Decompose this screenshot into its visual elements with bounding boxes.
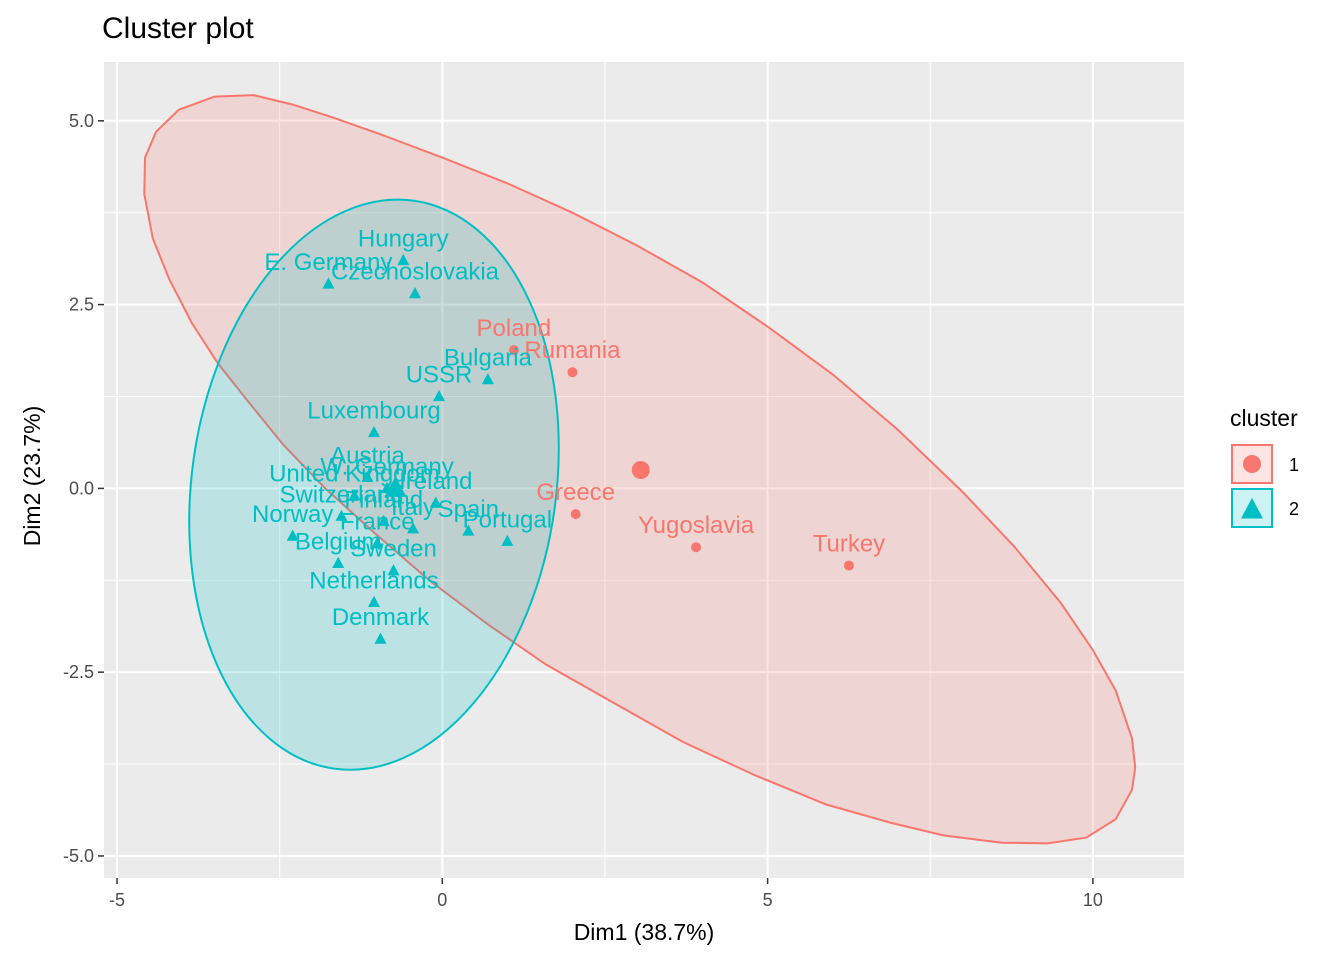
- cluster-1-point: [843, 560, 854, 571]
- cluster-2-point-label: Luxembourg: [307, 398, 440, 425]
- cluster-2-point: [335, 509, 348, 521]
- x-axis-title: Dim1 (38.7%): [574, 919, 715, 945]
- cluster-2-point: [481, 372, 494, 385]
- cluster-2-point: [332, 556, 345, 568]
- cluster-2-point: [368, 425, 380, 438]
- x-tick-label: 10: [1083, 890, 1103, 910]
- cluster-2-point: [433, 389, 446, 402]
- cluster-1-point-label: Poland: [477, 315, 552, 342]
- cluster-1-point: [570, 509, 581, 520]
- cluster-2-point-label: Hungary: [358, 225, 449, 252]
- cluster-1-point-label: Rumania: [524, 337, 621, 364]
- legend-item-label: 2: [1289, 499, 1299, 519]
- cluster-2-center: [384, 476, 407, 497]
- cluster-2-point-label: Portugal: [463, 506, 552, 533]
- cluster-2-point-label: E. Germany: [264, 249, 392, 276]
- y-tick-label: 5.0: [69, 111, 94, 131]
- cluster-2-point-label: Italy: [391, 494, 435, 521]
- cluster-2-point-label: Czechoslovakia: [331, 259, 500, 286]
- legend-item-label: 1: [1289, 455, 1299, 475]
- cluster-2-point-label: Switzerland: [279, 481, 403, 508]
- cluster-2-point: [286, 529, 299, 541]
- cluster-2-point: [387, 564, 400, 576]
- cluster-2-point: [348, 489, 361, 501]
- cluster-2-point: [361, 470, 374, 482]
- cluster-2-point: [322, 277, 335, 289]
- cluster-1-point: [691, 542, 702, 553]
- cluster-2-point: [407, 522, 420, 534]
- cluster-2-point: [371, 536, 384, 549]
- cluster-1-center: [631, 461, 650, 479]
- cluster-2-point-label: France: [340, 509, 415, 536]
- cluster-2-region: [188, 198, 560, 771]
- y-axis-title: Dim2 (23.7%): [19, 406, 45, 547]
- cluster-2-point-label: Finland: [344, 486, 423, 513]
- legend-title: cluster: [1230, 405, 1298, 431]
- cluster-2-point: [429, 496, 442, 508]
- cluster-2-point: [368, 595, 380, 607]
- cluster-2-point: [377, 514, 390, 527]
- cluster-1-point-label: Yugoslavia: [638, 512, 755, 539]
- cluster-1-point: [567, 367, 578, 378]
- cluster-2-point-label: Sweden: [350, 536, 437, 563]
- cluster-2-point-label: Belgium: [295, 528, 382, 555]
- cluster-2-point-label: United Kingdom: [269, 461, 440, 488]
- legend: cluster 1 2: [1230, 405, 1299, 528]
- cluster-2-point-label: Norway: [252, 501, 333, 528]
- cluster-2-point: [374, 632, 387, 644]
- cluster-2-point: [397, 253, 410, 266]
- y-tick-label: 2.5: [69, 295, 94, 315]
- cluster-2-point-label: Ireland: [399, 468, 472, 495]
- x-tick-label: -5: [109, 890, 125, 910]
- cluster-2-point-label: W. Germany: [320, 453, 453, 480]
- legend-marker-triangle: [1241, 497, 1263, 519]
- cluster-2-point: [462, 524, 475, 536]
- cluster-1-point-label: Turkey: [813, 531, 885, 558]
- y-axis: -5.0 -2.5 0.0 2.5 5.0: [63, 111, 104, 866]
- cluster-1-point-label: Greece: [536, 479, 615, 506]
- cluster-1-point: [508, 345, 519, 356]
- y-tick-label: -5.0: [63, 846, 94, 866]
- cluster-2-point-label: Spain: [438, 496, 499, 523]
- cluster-2-point-label: Bulgaria: [444, 345, 533, 372]
- cluster-2-point: [501, 534, 514, 546]
- cluster-2-point-label: Austria: [330, 442, 405, 469]
- cluster-2-point-label: USSR: [406, 361, 473, 388]
- x-axis: -5 0 5 10: [109, 878, 1103, 910]
- cluster-2-point: [408, 286, 421, 299]
- y-tick-label: 0.0: [69, 478, 94, 498]
- chart-title: Cluster plot: [102, 12, 254, 45]
- cluster-2-point-label: Netherlands: [309, 567, 438, 594]
- x-tick-label: 0: [437, 890, 447, 910]
- x-tick-label: 5: [763, 890, 773, 910]
- legend-marker-circle: [1243, 455, 1261, 473]
- cluster-2-point-label: Denmark: [332, 604, 430, 631]
- y-tick-label: -2.5: [63, 662, 94, 682]
